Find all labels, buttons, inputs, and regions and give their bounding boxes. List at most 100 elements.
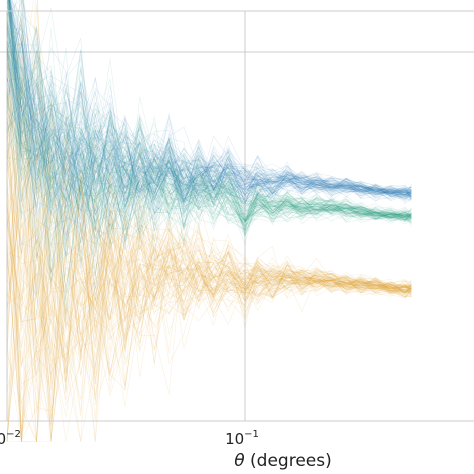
realization-line xyxy=(9,0,412,233)
realization-line xyxy=(6,54,412,274)
realization-line xyxy=(7,0,412,350)
realization-line xyxy=(6,205,412,351)
realization-line xyxy=(6,153,412,379)
realization-line xyxy=(6,30,412,228)
realization-line xyxy=(6,133,412,442)
realization-line xyxy=(6,56,412,354)
realization-line xyxy=(6,190,412,404)
realization-line xyxy=(6,29,412,198)
realization-line xyxy=(6,141,412,323)
realization-line xyxy=(6,33,412,291)
realization-line xyxy=(7,0,412,246)
realization-line xyxy=(6,90,412,362)
realization-line xyxy=(6,1,412,236)
realization-line xyxy=(6,224,412,442)
x-axis-label: θ (degrees) xyxy=(234,451,332,471)
realization-line xyxy=(6,59,412,382)
realization-line xyxy=(11,0,412,212)
realization-line xyxy=(6,1,412,242)
realization-line xyxy=(6,96,412,312)
realization-line xyxy=(6,0,412,225)
realization-line xyxy=(6,139,412,396)
realization-line xyxy=(9,0,412,212)
series-band-1 xyxy=(6,0,412,320)
realization-line xyxy=(9,0,412,223)
realization-line xyxy=(6,113,412,442)
realization-line xyxy=(9,0,412,231)
realization-line xyxy=(10,0,412,235)
realization-line xyxy=(6,100,412,281)
realization-line xyxy=(6,25,412,213)
realization-line xyxy=(6,157,412,381)
realization-line xyxy=(6,47,412,248)
realization-line xyxy=(6,136,412,422)
realization-line xyxy=(6,0,412,221)
realization-line xyxy=(6,73,412,227)
realization-line xyxy=(6,0,412,258)
realization-line xyxy=(6,113,412,442)
realization-line xyxy=(6,0,412,242)
realization-line xyxy=(6,0,412,386)
realization-line xyxy=(6,62,412,209)
realization-line xyxy=(6,50,412,228)
realization-line xyxy=(6,115,412,221)
realization-line xyxy=(6,119,412,239)
realization-line xyxy=(6,216,412,376)
realization-line xyxy=(6,145,412,442)
realization-line xyxy=(6,25,412,232)
realization-line xyxy=(7,0,412,229)
realization-line xyxy=(9,0,412,198)
realization-line xyxy=(6,10,412,400)
realization-line xyxy=(6,12,412,230)
realization-line xyxy=(6,74,412,289)
realization-line xyxy=(9,0,412,217)
realization-line xyxy=(6,64,412,414)
realization-line xyxy=(6,13,412,196)
realization-line xyxy=(8,0,412,221)
realization-line xyxy=(6,124,412,442)
realization-line xyxy=(6,23,412,233)
realization-line xyxy=(6,47,412,203)
x-tick-exponent: −1 xyxy=(244,429,259,440)
realization-line xyxy=(7,0,412,211)
realization-line xyxy=(6,141,412,442)
realization-line xyxy=(6,162,412,369)
realization-line xyxy=(6,195,412,391)
realization-line xyxy=(7,0,412,235)
realization-line xyxy=(6,71,412,442)
realization-line xyxy=(6,77,412,226)
realization-line xyxy=(6,24,412,245)
realization-line xyxy=(6,52,412,219)
realization-line xyxy=(6,52,412,236)
realization-line xyxy=(8,0,412,259)
realization-line xyxy=(20,0,412,242)
realization-line xyxy=(6,46,412,221)
realization-line xyxy=(6,0,412,238)
realization-line xyxy=(6,22,412,259)
realization-line xyxy=(6,44,412,301)
realization-line xyxy=(6,51,412,442)
realization-line xyxy=(6,34,412,211)
realization-line xyxy=(6,20,412,442)
realization-line xyxy=(6,43,412,402)
realization-line xyxy=(6,65,412,246)
realization-line xyxy=(6,160,412,328)
realization-line xyxy=(6,97,412,231)
realization-line xyxy=(6,86,412,391)
realization-line xyxy=(6,47,412,258)
realization-line xyxy=(6,142,412,400)
realization-line xyxy=(6,180,412,442)
realization-line xyxy=(6,151,412,426)
realization-line xyxy=(6,91,412,383)
realization-line xyxy=(7,0,412,219)
realization-line xyxy=(6,76,412,248)
realization-line xyxy=(6,23,412,197)
realization-line xyxy=(6,86,412,385)
realization-line xyxy=(6,66,412,221)
realization-line xyxy=(9,0,412,240)
realization-line xyxy=(8,0,412,220)
realization-line xyxy=(6,78,412,233)
grid-layer xyxy=(0,11,474,421)
realization-line xyxy=(6,158,412,390)
realization-line xyxy=(6,51,412,219)
